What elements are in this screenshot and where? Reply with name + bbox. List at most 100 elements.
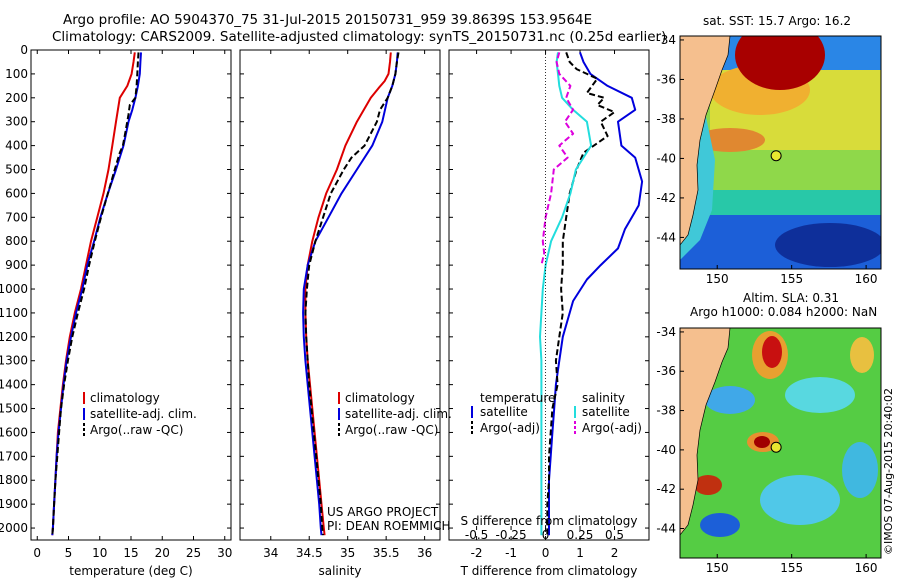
sla-float-marker	[770, 441, 782, 453]
salinity-panel-frame	[239, 49, 441, 541]
series-line-argo-raw-qc	[304, 52, 400, 536]
sla-map-title2: Argo h1000: 0.084 h2000: NaN	[690, 305, 877, 319]
sla-low-blob	[842, 442, 878, 498]
temperature-series	[51, 52, 142, 536]
depth-tick-label: 1800	[0, 473, 28, 487]
sla-low-blob	[760, 475, 840, 525]
series-line-s-satellite	[539, 52, 593, 536]
legend-argo-label: Argo(..raw -QC)	[90, 423, 183, 437]
series-line-argo-raw-qc	[51, 52, 140, 536]
x-tick-label: -2	[471, 546, 483, 560]
depth-tick-label: 400	[5, 139, 28, 153]
depth-tick-label: 300	[5, 115, 28, 129]
depth-tick-label: 1100	[0, 306, 28, 320]
x-tick-label: 35.5	[373, 546, 400, 560]
sla-land	[680, 328, 731, 536]
lat-tick-label: -42	[656, 482, 676, 496]
sla-map-title1: Altim. SLA: 0.31	[743, 291, 839, 305]
temperature-axis-ticks: 0100200300400500600700800900100011001200…	[0, 43, 232, 560]
difference-series	[539, 52, 644, 536]
legend-temperature-heading: temperature	[480, 391, 555, 405]
x-tick-label: 2	[611, 546, 619, 560]
series-line-s-argo-adj	[540, 52, 575, 266]
depth-tick-label: 1000	[0, 282, 28, 296]
legend-argo-label: Argo(..raw -QC)	[345, 423, 438, 437]
lat-tick-label: -36	[656, 364, 676, 378]
depth-tick-label: 900	[5, 258, 28, 272]
lat-tick-label: -34	[656, 33, 676, 47]
depth-tick-label: 1600	[0, 425, 28, 439]
x-tick-label: 0.25	[567, 528, 594, 542]
x-tick-label: 5	[65, 546, 73, 560]
legend-s-argo-label: Argo(-adj)	[582, 421, 642, 435]
x-tick-label: 20	[155, 546, 170, 560]
lat-tick-label: -40	[656, 151, 676, 165]
sla-map-frame	[679, 327, 882, 559]
sla-low-blob	[700, 513, 740, 537]
sla-low-blob	[705, 386, 755, 414]
sla-high-blob	[694, 475, 722, 495]
x-tick-label: 10	[92, 546, 107, 560]
x-tick-label: 1	[576, 546, 584, 560]
sst-hot-core	[735, 36, 825, 90]
project-line2: PI: DEAN ROEMMICH	[327, 519, 450, 533]
sla-map	[680, 328, 881, 558]
lat-tick-label: -40	[656, 443, 676, 457]
depth-tick-label: 800	[5, 234, 28, 248]
legend-satellite-label: satellite-adj. clim.	[345, 407, 452, 421]
temperature-legend: climatology satellite-adj. clim. Argo(..…	[83, 391, 197, 437]
legend-s-satellite-label: satellite	[582, 405, 630, 419]
lat-tick-label: -44	[656, 230, 676, 244]
depth-tick-label: 0	[20, 43, 28, 57]
depth-tick-label: 1900	[0, 497, 28, 511]
depth-tick-label: 1400	[0, 378, 28, 392]
x-tick-label: 15	[123, 546, 138, 560]
temperature-panel-frame	[30, 49, 232, 541]
lat-tick-label: -38	[656, 404, 676, 418]
lat-tick-label: -44	[656, 522, 676, 536]
depth-tick-label: 100	[5, 67, 28, 81]
x-tick-label: -0.5	[465, 528, 488, 542]
depth-tick-label: 500	[5, 163, 28, 177]
x-tick-label: 30	[217, 546, 232, 560]
project-line1: US ARGO PROJECT	[327, 505, 439, 519]
sst-float-marker	[770, 150, 782, 162]
x-tick-label: -1	[505, 546, 517, 560]
difference-xlabel: T difference from climatology	[460, 564, 638, 578]
lat-tick-label: -42	[656, 191, 676, 205]
lon-tick-label: 160	[855, 272, 878, 286]
sst-map-frame	[679, 35, 882, 270]
sla-low-blob	[785, 377, 855, 413]
lat-tick-label: -36	[656, 72, 676, 86]
x-tick-label: -0.25	[496, 528, 527, 542]
lon-tick-label: 155	[780, 561, 803, 575]
imos-credit: ©IMOS 07-Aug-2015 20:40:02	[882, 388, 895, 555]
lat-tick-label: -38	[656, 112, 676, 126]
salinity-series	[302, 52, 400, 536]
lon-tick-label: 150	[706, 561, 729, 575]
sla-map-ticks: -34 -36 -38 -40 -42 -44 150 155 160	[656, 325, 877, 575]
lat-tick-label: -34	[656, 325, 676, 339]
x-tick-label: 34.5	[296, 546, 323, 560]
sla-high-core	[762, 336, 782, 368]
depth-tick-label: 700	[5, 210, 28, 224]
depth-tick-label: 1300	[0, 354, 28, 368]
sla-high-blob	[850, 337, 874, 373]
lon-tick-label: 155	[780, 272, 803, 286]
x-tick-label: 0.5	[605, 528, 624, 542]
sst-map-title: sat. SST: 15.7 Argo: 16.2	[703, 14, 851, 28]
difference-legend: temperature salinity satellite Argo(-adj…	[471, 391, 642, 435]
lon-tick-label: 150	[706, 272, 729, 286]
legend-salinity-heading: salinity	[582, 391, 625, 405]
difference-x2label: S difference from climatology	[461, 514, 638, 528]
depth-tick-label: 1200	[0, 330, 28, 344]
salinity-legend: climatology satellite-adj. clim. Argo(..…	[338, 391, 452, 437]
legend-climatology-label: climatology	[345, 391, 415, 405]
sst-map	[680, 36, 881, 269]
depth-tick-label: 200	[5, 91, 28, 105]
x-tick-label: 35	[340, 546, 355, 560]
depth-tick-label: 1500	[0, 402, 28, 416]
header-line1: Argo profile: AO 5904370_75 31-Jul-2015 …	[63, 12, 592, 28]
series-line-satellite-adj-clim	[302, 52, 399, 536]
